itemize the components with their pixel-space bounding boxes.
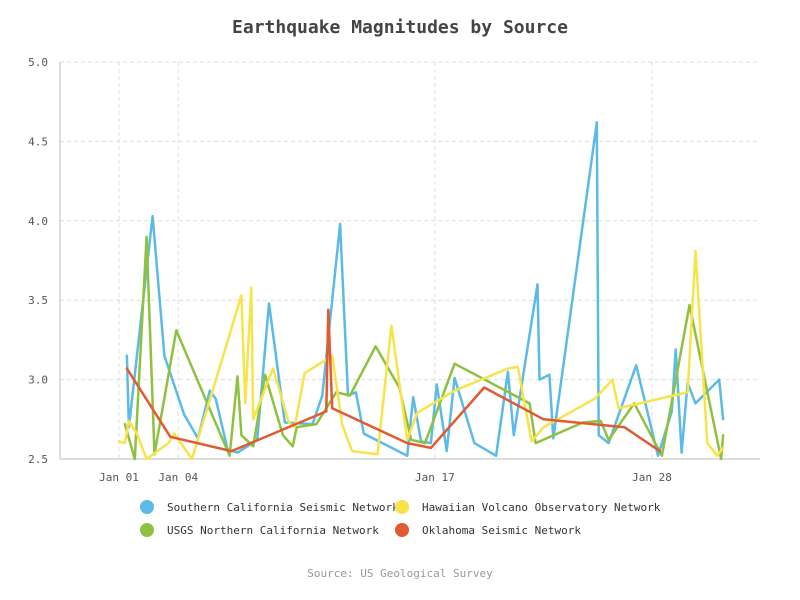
legend-label: Hawaiian Volcano Observatory Network (422, 501, 661, 514)
y-tick-label: 5.0 (28, 56, 48, 69)
legend: Southern California Seismic Network Hawai… (140, 500, 661, 537)
y-tick-label: 3.0 (28, 374, 48, 387)
legend-label: Southern California Seismic Network (167, 501, 399, 514)
legend-marker (395, 500, 409, 514)
y-tick-label: 4.0 (28, 215, 48, 228)
y-tick-label: 4.5 (28, 135, 48, 148)
chart-title: Earthquake Magnitudes by Source (232, 17, 568, 38)
x-tick-label: Jan 04 (158, 471, 198, 484)
y-tick-label: 2.5 (28, 453, 48, 466)
series-line-2 (119, 251, 723, 459)
source-note: Source: US Geological Survey (307, 567, 493, 580)
legend-label: USGS Northern California Network (167, 524, 379, 537)
legend-marker (140, 500, 154, 514)
series-line-1 (125, 237, 723, 459)
legend-marker (140, 523, 154, 537)
x-tick-label: Jan 28 (632, 471, 672, 484)
x-tick-label: Jan 17 (415, 471, 455, 484)
x-tick-label: Jan 01 (99, 471, 139, 484)
legend-label: Oklahoma Seismic Network (422, 524, 581, 537)
plot-area (119, 122, 723, 459)
y-tick-label: 3.5 (28, 294, 48, 307)
legend-marker (395, 523, 409, 537)
series-line-3 (127, 310, 660, 451)
